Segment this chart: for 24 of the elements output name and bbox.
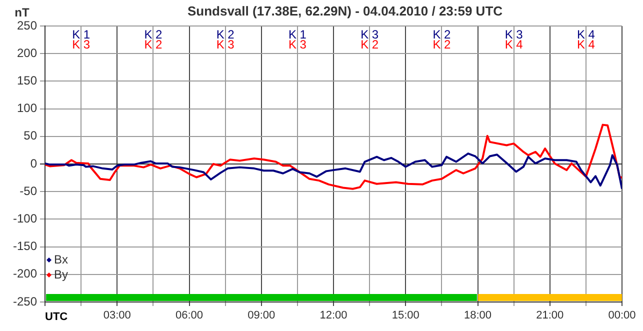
x-tick-label: 18:00	[464, 310, 492, 322]
legend-label: Bx	[54, 252, 68, 266]
chart-title: Sundsvall (17.38E, 62.29N) - 04.04.2010 / 23:59 UTC	[187, 4, 504, 19]
y-axis-title: nT	[14, 5, 30, 20]
legend-label: By	[54, 267, 68, 282]
x-tick-label: 21:00	[536, 310, 564, 322]
y-tick-label: -150	[12, 239, 38, 254]
y-tick-label: 0	[30, 156, 38, 170]
x-tick-label: 06:00	[175, 310, 204, 322]
y-tick-label: -250	[12, 294, 38, 308]
y-tick-label: 250	[16, 18, 38, 32]
y-tick-label: 100	[16, 101, 38, 116]
x-tick-label: 12:00	[320, 310, 348, 322]
y-tick-label: 150	[16, 74, 38, 88]
x-tick-label: 09:00	[248, 310, 276, 322]
y-tick-label: -100	[12, 212, 38, 226]
x-axis-title: UTC	[45, 311, 68, 324]
x-tick-label: 00:00	[608, 310, 636, 322]
x-tick-label: 15:00	[392, 310, 420, 322]
y-tick-label: -50	[20, 184, 38, 198]
x-tick-label: 03:00	[103, 310, 131, 322]
y-tick-label: 200	[16, 46, 38, 60]
y-tick-label: 50	[24, 128, 38, 143]
y-tick-label: -200	[12, 266, 38, 281]
